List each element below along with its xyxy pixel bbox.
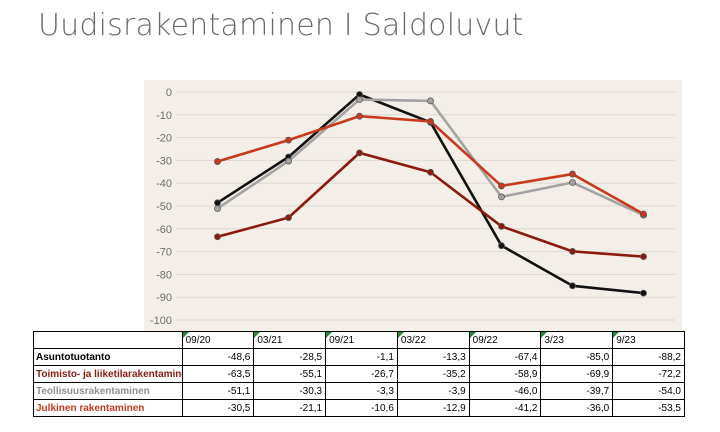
data-point	[214, 233, 221, 241]
y-tick-label: -100	[150, 315, 172, 327]
table-header-row: 09/20 03/21 09/21 03/22 09/22 3/23 9/23	[33, 331, 685, 349]
table-cell: -46,0	[468, 382, 542, 400]
table-header-cell: 03/22	[396, 331, 470, 349]
data-point	[427, 97, 434, 105]
table-cell: -36,0	[540, 399, 614, 417]
line-chart: 0 -10 -20 -30 -40 -50 -60 -70 -80 -90 -100	[144, 80, 682, 331]
y-tick-label: -90	[156, 292, 172, 304]
y-tick-label: -20	[156, 133, 172, 145]
table-cell: -30,3	[253, 382, 327, 400]
table-header-cell: 09/21	[325, 331, 398, 349]
table-row: Julkinen rakentaminen -30,5 -21,1 -10,6 -12,…	[33, 399, 685, 417]
series-3	[214, 112, 647, 218]
table-cell: -54,0	[612, 382, 685, 400]
table-header-cell: 9/23	[612, 331, 685, 349]
y-axis: 0 -10 -20 -30 -40 -50 -60 -70 -80 -90 -100	[150, 87, 172, 327]
table-header-cell: 09/20	[181, 331, 255, 349]
data-point	[498, 242, 505, 250]
table-cell: -88,2	[612, 348, 685, 366]
data-point	[214, 158, 221, 165]
table-row: Toimisto- ja liiketilarakentaminen -63,5-…	[33, 365, 685, 383]
table-cell: -51,1	[181, 382, 255, 400]
table-cell: -69,9	[540, 365, 614, 383]
y-tick-label: -10	[156, 110, 172, 122]
table-cell: -21,1	[253, 399, 327, 417]
data-point	[356, 112, 363, 120]
data-point	[569, 170, 576, 178]
data-point	[498, 193, 505, 201]
data-point	[569, 282, 576, 290]
table-cell: -63,5	[181, 365, 255, 383]
table-cell: -55,1	[253, 365, 327, 383]
data-point	[569, 179, 576, 186]
table-cell: -12,9	[396, 399, 470, 417]
table-cell: -48,6	[181, 348, 255, 366]
row-label: Asuntotuotanto	[33, 348, 183, 366]
table-cell: -10,6	[325, 399, 398, 417]
data-point	[427, 118, 434, 125]
y-tick-label: -30	[156, 155, 172, 167]
data-point	[427, 168, 434, 176]
data-point	[640, 210, 647, 218]
table-row: Teollisuusrakentaminen -51,1 -30,3 -3,3 -3,9…	[33, 382, 685, 400]
y-tick-label: 0	[166, 87, 172, 99]
table-cell: -58,9	[468, 365, 542, 383]
y-tick-label: -40	[156, 178, 172, 190]
table-cell: -30,5	[181, 399, 255, 417]
data-point	[285, 157, 292, 165]
table-cell: -28,5	[253, 348, 327, 366]
data-point	[498, 182, 505, 190]
table-cell: -41,2	[468, 399, 542, 417]
table-cell: -35,2	[396, 365, 470, 383]
y-tick-label: -80	[156, 269, 172, 281]
data-point	[285, 214, 292, 222]
data-point	[498, 222, 505, 230]
table-cell: -53,5	[612, 399, 685, 417]
data-table: 09/20 03/21 09/21 03/22 09/22 3/23 9/23 Asuntot…	[33, 331, 685, 417]
table-cell: -72,2	[612, 365, 685, 383]
y-tick-label: -60	[156, 224, 172, 236]
table-header-cell: 09/22	[468, 331, 542, 349]
series-group	[214, 91, 647, 297]
row-label: Julkinen rakentaminen	[33, 399, 183, 417]
page-title: Uudisrakentaminen I Saldoluvut	[38, 8, 524, 43]
table-cell: -85,0	[540, 348, 614, 366]
row-label: Teollisuusrakentaminen	[33, 382, 183, 400]
series-1	[214, 149, 647, 261]
data-point	[640, 253, 647, 261]
table-cell: -3,9	[396, 382, 470, 400]
data-point	[214, 205, 221, 212]
table-cell: -39,7	[540, 382, 614, 400]
table-cell: -26,7	[325, 365, 398, 383]
data-point	[285, 136, 292, 144]
table-cell: -3,3	[325, 382, 398, 400]
row-label: Toimisto- ja liiketilarakentaminen	[33, 365, 183, 383]
y-tick-label: -70	[156, 247, 172, 259]
table-header-cell: 03/21	[253, 331, 327, 349]
data-point	[356, 149, 363, 157]
table-cell: -67,4	[468, 348, 542, 366]
data-point	[214, 199, 221, 207]
table-header-cell: 3/23	[540, 331, 614, 349]
data-point	[640, 289, 647, 297]
y-tick-label: -50	[156, 201, 172, 213]
table-cell: -13,3	[396, 348, 470, 366]
table-row: Asuntotuotanto -48,6 -28,5 -1,1 -13,3 -67,4 -8…	[33, 348, 685, 366]
table-cell: -1,1	[325, 348, 398, 366]
table-corner-cell	[33, 331, 183, 349]
data-point	[569, 247, 576, 255]
data-point	[356, 96, 363, 103]
